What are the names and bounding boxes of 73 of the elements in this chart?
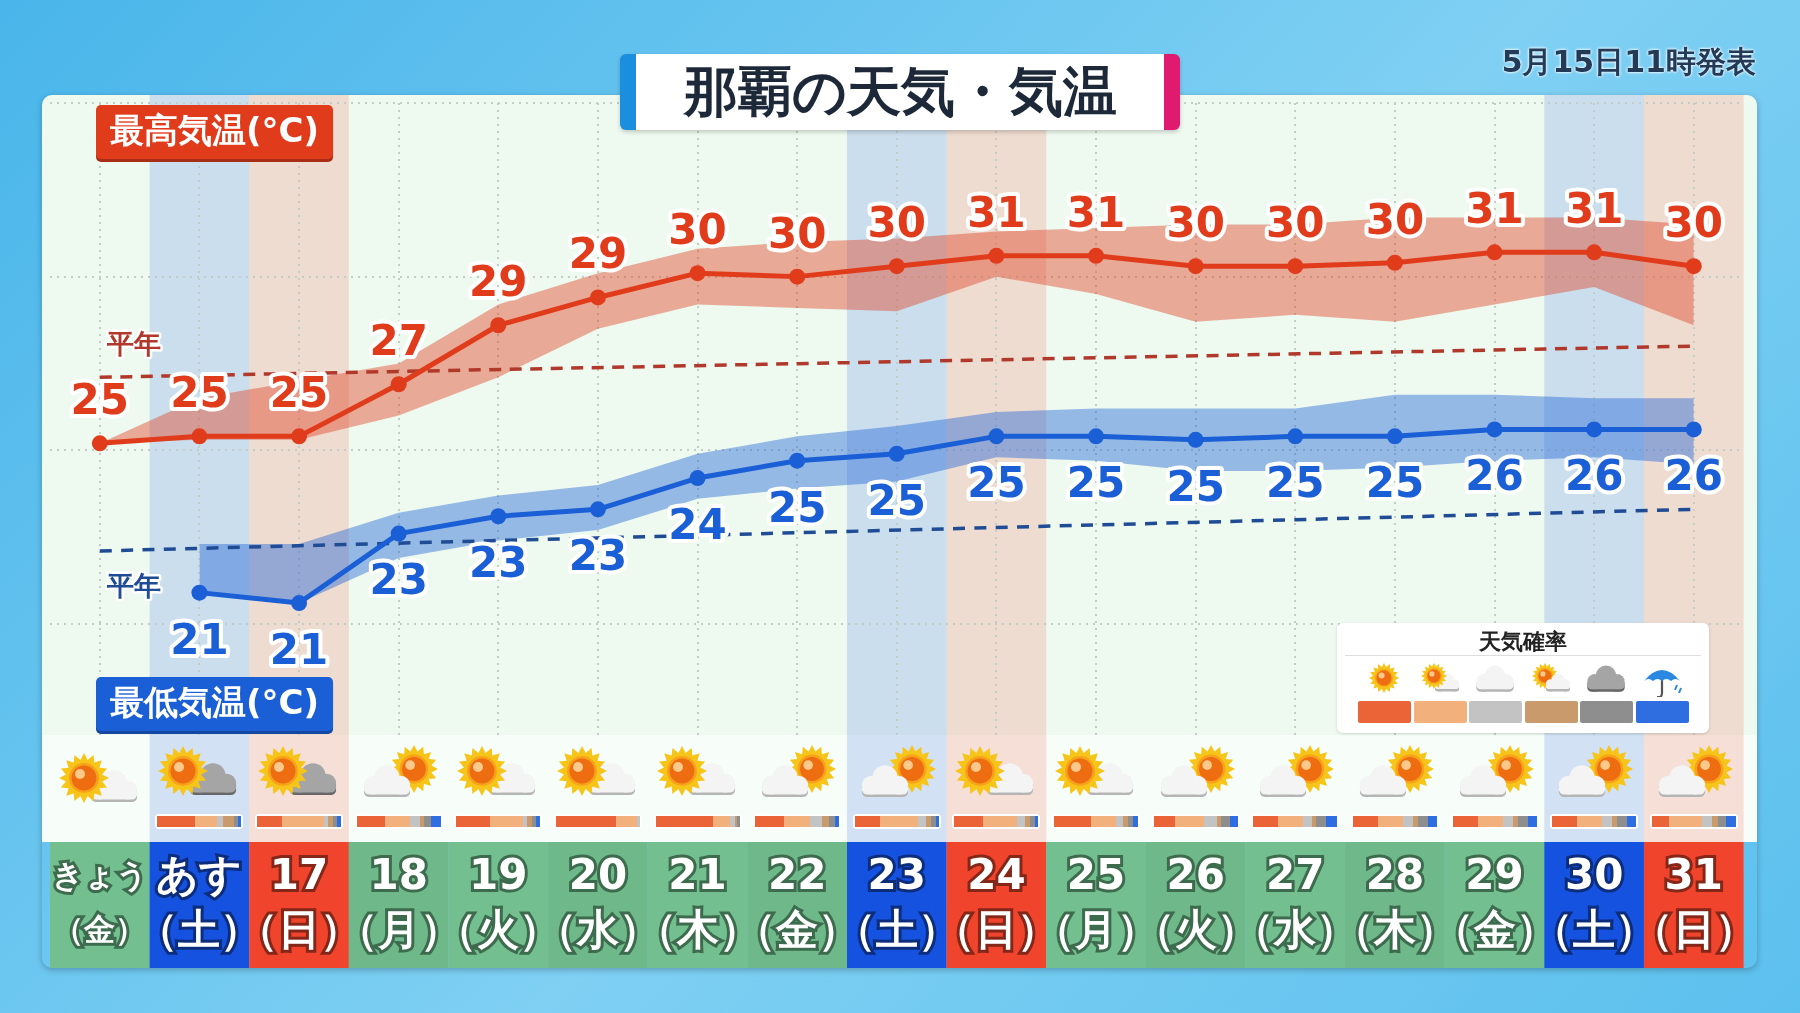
- data-label: 23: [369, 555, 428, 605]
- chart-title: 那覇の天気・気温: [620, 54, 1180, 130]
- data-label: 31: [1465, 184, 1524, 234]
- point: [1386, 428, 1403, 445]
- data-label: 29: [568, 229, 628, 279]
- legend-panel: 天気確率: [1337, 623, 1709, 733]
- data-label: 30: [867, 198, 927, 248]
- point: [390, 376, 407, 393]
- point: [1187, 258, 1204, 275]
- data-label: 30: [668, 205, 727, 255]
- text: 5月15日11時発表: [1501, 43, 1756, 81]
- point: [291, 428, 308, 445]
- point: [789, 268, 806, 285]
- data-label: 23: [568, 531, 628, 581]
- point: [291, 595, 308, 612]
- series-label: 平年: [105, 328, 161, 360]
- series-label: 平年: [105, 569, 161, 601]
- point: [91, 435, 108, 452]
- point: [1187, 431, 1204, 448]
- point: [589, 501, 606, 518]
- point: [1287, 258, 1304, 275]
- data-label: 26: [1564, 451, 1624, 501]
- point: [689, 470, 706, 487]
- data-label: 21: [269, 624, 329, 674]
- text: 最高気温(°C): [110, 109, 320, 150]
- data-label: 30: [767, 208, 827, 258]
- data-label: 25: [1266, 458, 1325, 508]
- point: [1088, 247, 1105, 264]
- data-label: 31: [1564, 184, 1624, 234]
- data-label: 25: [170, 368, 229, 418]
- data-label: 31: [1066, 187, 1126, 237]
- data-label: 24: [668, 499, 727, 549]
- point: [988, 428, 1005, 445]
- data-label: 25: [867, 475, 927, 525]
- text: 最低気温(°C): [110, 681, 320, 722]
- point: [191, 428, 208, 445]
- point: [1386, 254, 1403, 271]
- point: [1685, 421, 1702, 438]
- point: [390, 525, 407, 542]
- point: [490, 317, 507, 334]
- point: [490, 508, 507, 525]
- data-label: 31: [967, 187, 1026, 237]
- data-label: 30: [1266, 198, 1325, 248]
- annotation: 天気確率: [1478, 628, 1568, 656]
- data-label: 27: [369, 316, 428, 366]
- data-label: 30: [1166, 198, 1225, 248]
- data-label: 26: [1664, 451, 1723, 501]
- point: [1287, 428, 1304, 445]
- data-label: 25: [70, 375, 130, 425]
- point: [988, 247, 1005, 264]
- data-label: 21: [170, 614, 229, 664]
- data-label: 25: [1166, 461, 1225, 511]
- point: [888, 445, 905, 462]
- data-label: 30: [1664, 198, 1723, 248]
- point: [1685, 258, 1702, 275]
- data-label: 25: [767, 482, 827, 532]
- point: [1586, 244, 1603, 261]
- data-label: 23: [469, 538, 528, 588]
- data-label: 25: [269, 368, 329, 418]
- point: [191, 584, 208, 601]
- point: [589, 289, 606, 306]
- data-label: 29: [469, 257, 528, 307]
- data-label: 26: [1465, 451, 1524, 501]
- data-label: 25: [967, 458, 1026, 508]
- point: [888, 258, 905, 275]
- point: [689, 265, 706, 282]
- point: [1088, 428, 1105, 445]
- point: [1486, 421, 1503, 438]
- data-label: 25: [1365, 458, 1425, 508]
- point: [1586, 421, 1603, 438]
- point: [789, 452, 806, 469]
- point: [1486, 244, 1503, 261]
- data-label: 25: [1066, 458, 1126, 508]
